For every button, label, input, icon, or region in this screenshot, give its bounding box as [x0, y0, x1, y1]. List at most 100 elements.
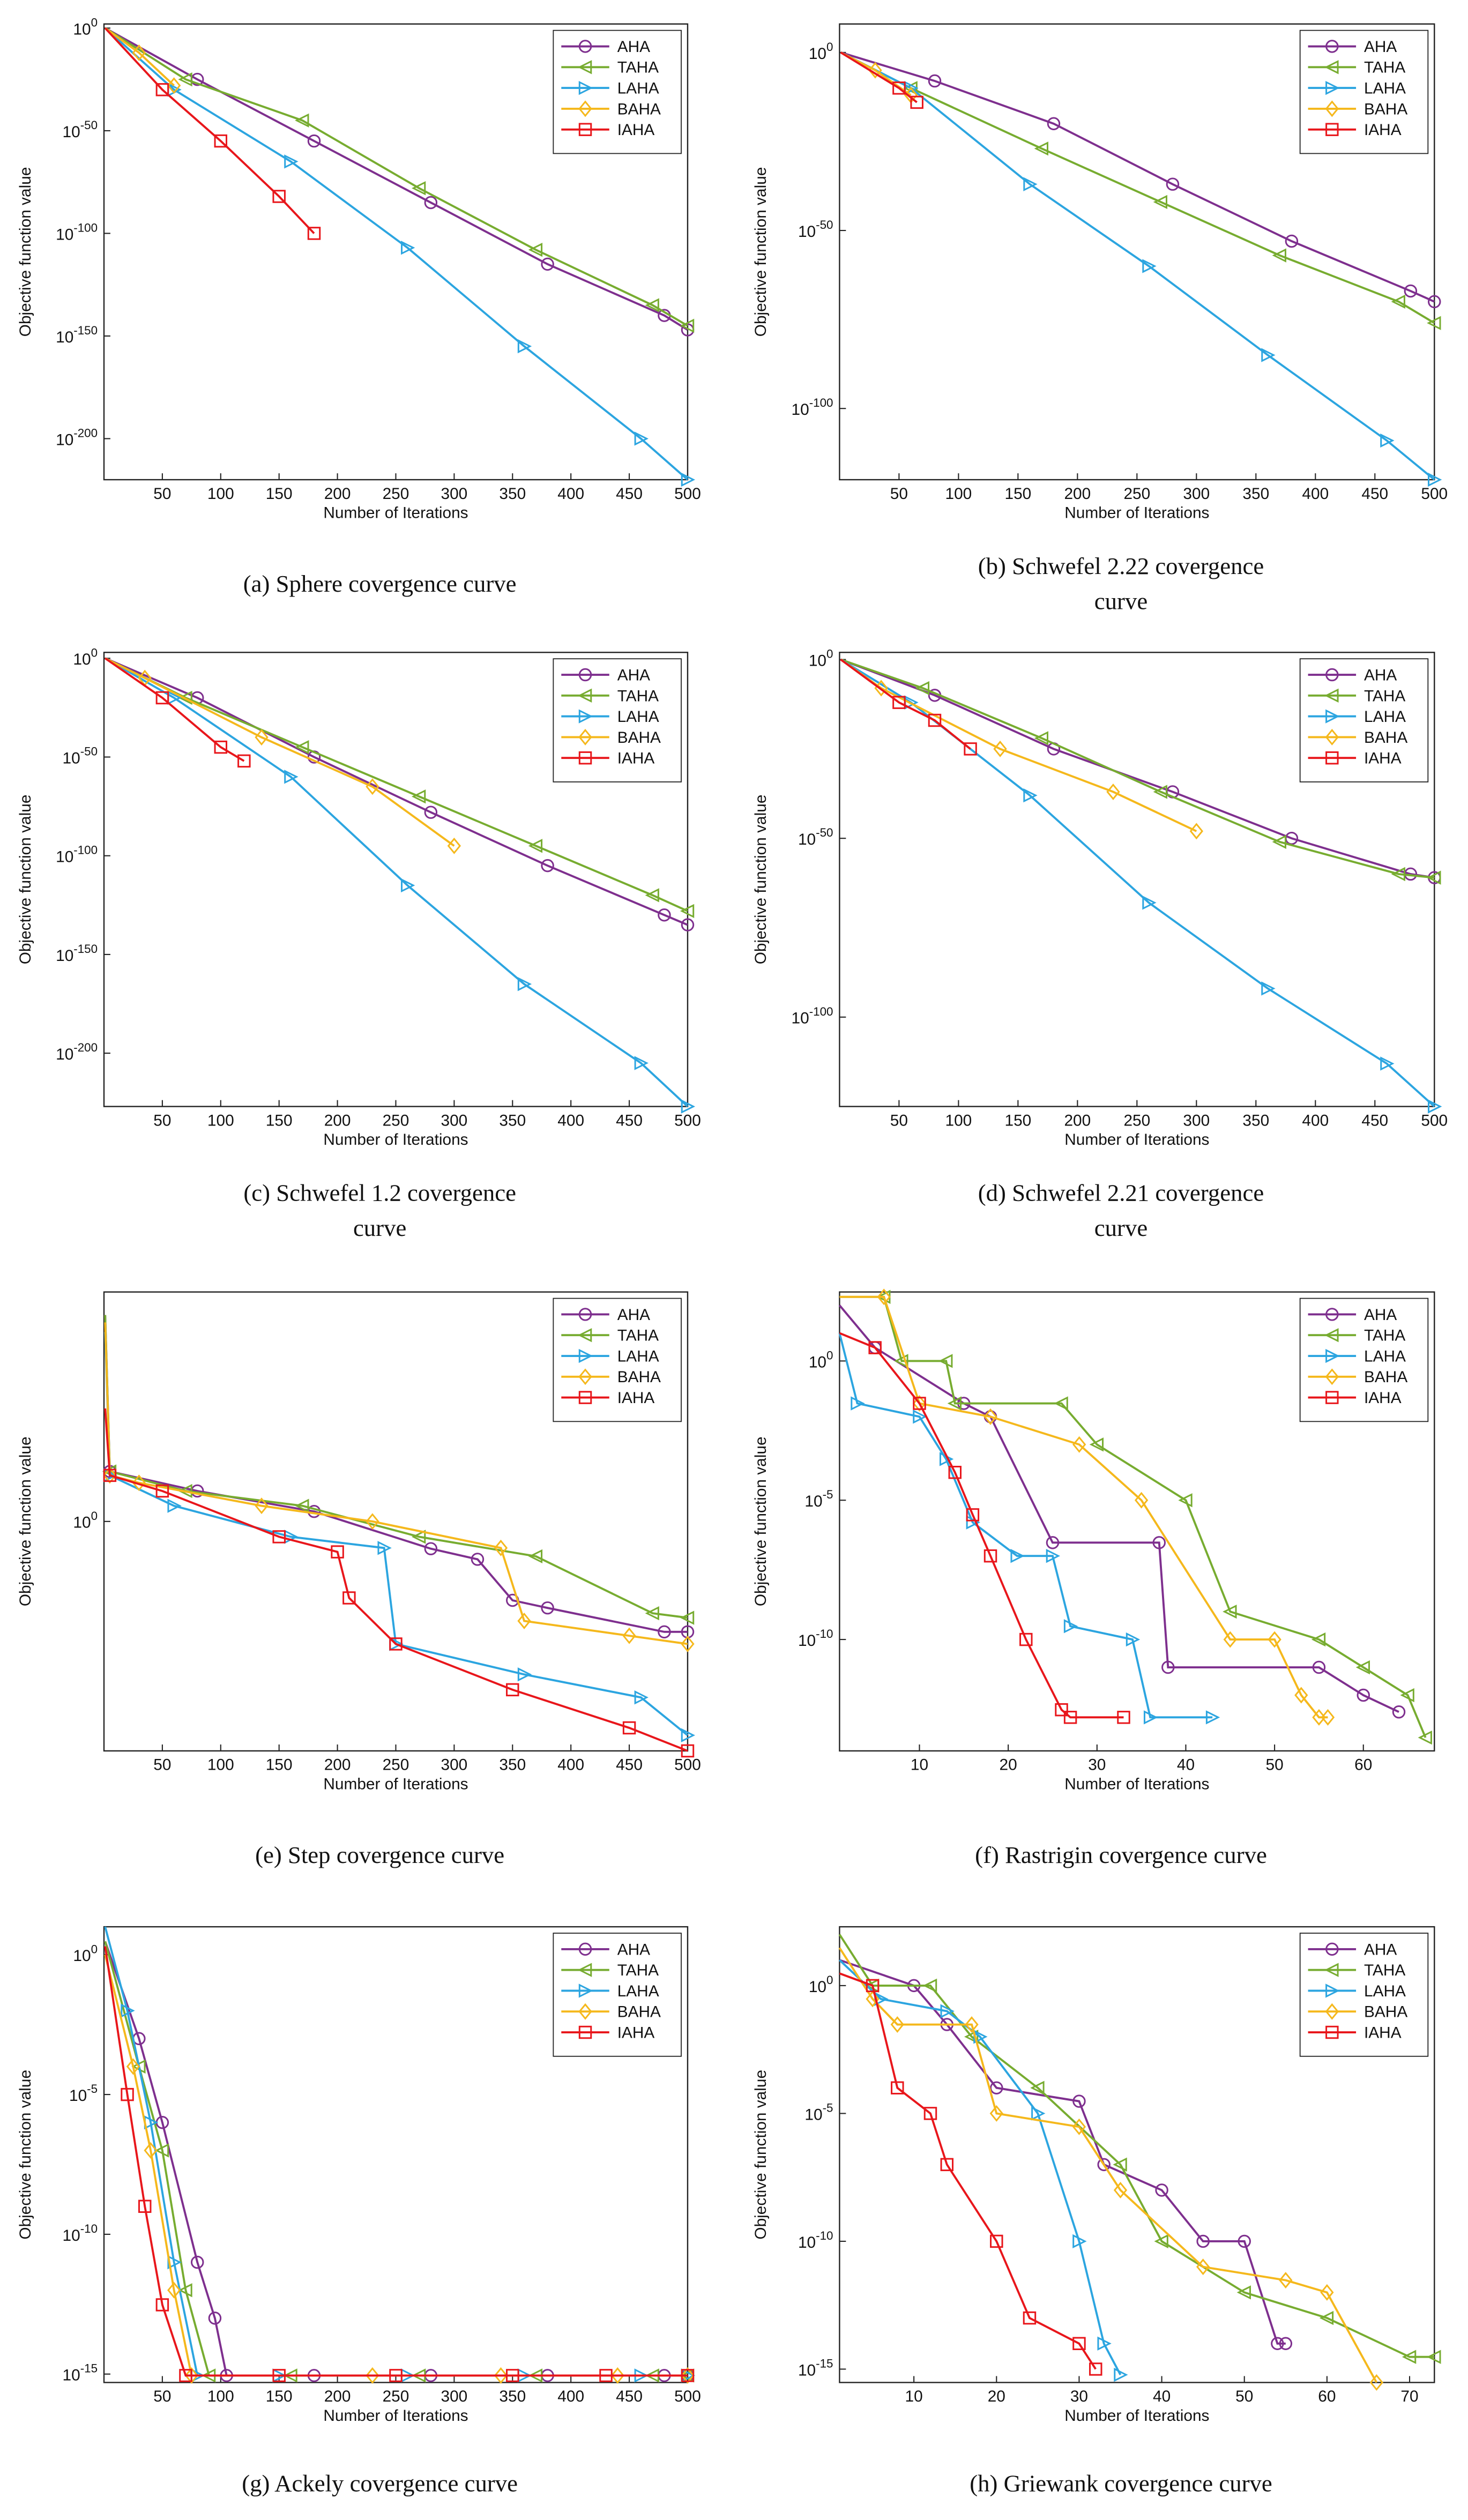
legend-marker	[578, 40, 592, 53]
legend-label: TAHA	[617, 59, 659, 77]
marker	[1223, 1604, 1237, 1619]
legend-label: AHA	[1364, 666, 1397, 684]
legend-marker	[1324, 1963, 1339, 1977]
marker	[272, 190, 286, 203]
y-tick-label: 10-150	[56, 942, 98, 965]
marker	[964, 742, 977, 756]
marker	[401, 878, 415, 893]
x-tick-label: 100	[207, 1756, 234, 1774]
legend-label: LAHA	[617, 708, 659, 726]
marker	[132, 1474, 146, 1492]
legend-box	[1299, 1933, 1429, 2057]
marker	[214, 740, 228, 754]
legend-marker	[578, 1391, 592, 1404]
marker	[178, 72, 192, 87]
marker	[255, 1497, 269, 1515]
legend-label: LAHA	[1364, 708, 1406, 726]
x-tick-label: 400	[557, 1112, 584, 1129]
series-line	[840, 51, 1435, 303]
x-tick-label: 250	[1123, 485, 1150, 503]
y-tick-label: 100	[809, 1973, 833, 1996]
legend-marker	[578, 1942, 592, 1956]
marker	[331, 1545, 344, 1559]
marker	[680, 318, 695, 333]
legend-label: IAHA	[617, 750, 655, 767]
x-tick-label: 60	[1318, 2388, 1336, 2405]
legend-label: LAHA	[1364, 1347, 1406, 1365]
caption: curve	[1094, 1214, 1147, 1241]
caption: (f) Rastrigin covergence curve	[975, 1841, 1267, 1868]
legend-marker	[578, 123, 592, 136]
x-tick-label: 30	[1070, 2388, 1088, 2405]
series-line	[105, 27, 175, 87]
caption: (a) Sphere covergence curve	[243, 570, 517, 597]
legend-label: AHA	[617, 666, 650, 684]
x-tick-label: 50	[153, 1756, 171, 1774]
marker	[1010, 1549, 1025, 1563]
marker	[1054, 1396, 1068, 1411]
y-axis-label: Objective function value	[752, 795, 770, 965]
marker	[922, 1978, 937, 1993]
legend-marker	[578, 1984, 593, 1998]
marker	[1320, 2284, 1334, 2301]
marker	[1072, 2094, 1086, 2108]
marker	[1023, 2311, 1037, 2325]
marker	[680, 904, 695, 919]
marker	[295, 113, 309, 128]
y-tick-label: 10-100	[56, 221, 98, 243]
marker	[191, 2255, 204, 2269]
legend-label: IAHA	[617, 1389, 655, 1407]
marker	[411, 789, 426, 804]
y-axis-label: Objective function value	[17, 167, 34, 337]
caption: (c) Schwefel 1.2 covergence	[243, 1180, 516, 1206]
x-axis-label: Number of Iterations	[323, 1131, 468, 1149]
marker	[1428, 1099, 1442, 1114]
legend-label: AHA	[1364, 38, 1397, 56]
marker	[528, 242, 543, 257]
legend-label: BAHA	[1364, 729, 1407, 747]
marker	[868, 62, 882, 79]
y-tick-label: 10-50	[63, 745, 98, 767]
marker	[366, 778, 379, 795]
y-tick-label: 100	[809, 40, 833, 63]
x-tick-label: 450	[1361, 485, 1388, 503]
marker	[928, 713, 942, 727]
caption: (e) Step covergence curve	[255, 1841, 504, 1868]
legend-label: LAHA	[617, 80, 659, 98]
marker	[1072, 2118, 1086, 2135]
marker	[103, 1467, 117, 1484]
marker	[964, 2030, 979, 2044]
marker	[894, 1354, 908, 1368]
legend-marker	[577, 688, 592, 703]
x-tick-label: 50	[153, 1112, 171, 1129]
marker	[681, 2369, 695, 2382]
series-line	[839, 1959, 1286, 2345]
x-tick-label: 150	[1004, 485, 1031, 503]
marker	[167, 2282, 181, 2299]
legend-marker	[1325, 1308, 1339, 1321]
legend-marker	[1325, 123, 1339, 136]
marker	[155, 2298, 169, 2312]
marker	[1380, 1056, 1395, 1071]
marker	[1034, 731, 1048, 745]
marker	[155, 83, 169, 96]
marker	[1117, 1711, 1130, 1724]
marker	[913, 1397, 926, 1410]
marker	[1114, 2367, 1128, 2382]
x-tick-label: 60	[1354, 1756, 1372, 1774]
legend-marker	[578, 1348, 593, 1363]
legend-marker	[577, 60, 592, 74]
x-tick-label: 350	[499, 1112, 526, 1129]
caption: (g) Ackely covergence curve	[242, 2470, 518, 2496]
chart-panel: 50 100 150 200 250 300 350 400 450 500 100 10-50 10-…	[17, 16, 701, 597]
x-tick-label: 50	[890, 1112, 908, 1129]
marker	[1285, 234, 1299, 248]
marker	[103, 1468, 117, 1482]
legend-marker	[1324, 1328, 1339, 1343]
x-tick-label: 250	[383, 1112, 409, 1129]
legend-label: IAHA	[1364, 1389, 1402, 1407]
x-tick-label: 250	[1123, 1112, 1150, 1129]
marker	[255, 729, 269, 746]
legend-marker	[578, 2025, 592, 2039]
